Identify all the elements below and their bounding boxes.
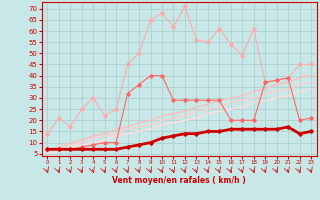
X-axis label: Vent moyen/en rafales ( km/h ): Vent moyen/en rafales ( km/h ) [112,176,246,185]
